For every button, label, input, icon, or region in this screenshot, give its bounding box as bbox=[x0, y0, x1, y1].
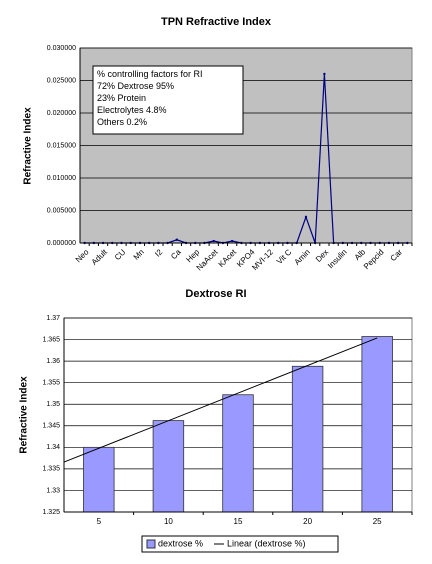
y-tick-label: 1.34 bbox=[46, 444, 60, 451]
x-tick-label: Car bbox=[389, 247, 405, 263]
data-point bbox=[175, 238, 179, 241]
y-tick-label: 1.365 bbox=[42, 336, 60, 343]
x-tick-label: Neo bbox=[74, 247, 91, 264]
y-tick-label: 1.335 bbox=[42, 466, 60, 473]
x-tick-label: Pepcid bbox=[362, 248, 386, 272]
y-tick-label: 1.35 bbox=[46, 401, 60, 408]
y-tick-label: 0.020000 bbox=[47, 110, 76, 117]
y-axis-title: Refractive Index bbox=[19, 376, 30, 454]
y-tick-label: 1.325 bbox=[42, 509, 60, 516]
x-tick-label: 5 bbox=[97, 517, 102, 526]
y-tick-label: 1.33 bbox=[46, 487, 60, 494]
y-tick-label: 0.000000 bbox=[47, 240, 76, 247]
y-tick-label: 1.345 bbox=[42, 423, 60, 430]
annotation-box bbox=[92, 65, 244, 135]
x-tick-label: Insulin bbox=[326, 248, 349, 271]
x-tick-label: 25 bbox=[373, 517, 382, 526]
trendline bbox=[63, 337, 378, 463]
data-point bbox=[230, 239, 234, 243]
x-tick-label: Vit C bbox=[275, 247, 294, 266]
y-tick-label: 0.005000 bbox=[47, 207, 76, 214]
x-tick-label: Adult bbox=[90, 247, 110, 267]
x-tick-label: I2 bbox=[153, 247, 164, 258]
bar bbox=[291, 365, 324, 513]
x-tick-label: NaAcet bbox=[195, 247, 220, 272]
y-tick-label: 0.025000 bbox=[47, 77, 76, 84]
y-tick-label: 0.015000 bbox=[47, 142, 76, 149]
annotation-text: 72% Dextrose 95% bbox=[97, 81, 174, 91]
chart-title: Dextrose RI bbox=[185, 288, 246, 300]
y-tick-label: 0.010000 bbox=[47, 175, 76, 182]
x-tick-label: Amin bbox=[293, 248, 312, 267]
x-tick-label: 10 bbox=[164, 517, 173, 526]
x-tick-label: Alb bbox=[353, 247, 368, 262]
x-tick-label: CU bbox=[113, 247, 128, 262]
y-axis-title: Refractive Index bbox=[23, 107, 34, 185]
data-point bbox=[212, 239, 215, 243]
bar bbox=[222, 394, 254, 513]
x-tick-label: 15 bbox=[234, 517, 243, 526]
x-tick-label: MVI-12 bbox=[250, 247, 275, 272]
x-tick-label: 20 bbox=[303, 517, 312, 526]
chart-title: TPN Refractive Index bbox=[161, 16, 272, 28]
y-tick-label: 1.355 bbox=[42, 380, 60, 387]
annotation-text: Electrolytes 4.8% bbox=[97, 105, 167, 115]
x-tick-label: Mn bbox=[132, 248, 146, 262]
legend-box bbox=[141, 535, 339, 553]
annotation-text: 23% Protein bbox=[97, 93, 146, 103]
annotation-text: % controlling factors for RI bbox=[97, 69, 203, 79]
legend-swatch bbox=[146, 539, 156, 549]
data-point bbox=[323, 72, 326, 76]
y-tick-label: 1.36 bbox=[46, 358, 60, 365]
x-tick-label: Ca bbox=[169, 247, 183, 261]
bar bbox=[152, 420, 185, 513]
legend-label: dextrose % bbox=[158, 538, 203, 548]
bar bbox=[361, 336, 393, 513]
y-tick-label: 1.37 bbox=[46, 315, 60, 322]
bar bbox=[83, 446, 115, 513]
data-point bbox=[304, 215, 308, 219]
legend-label: Linear (dextrose %) bbox=[227, 538, 306, 548]
y-tick-label: 0.030000 bbox=[47, 45, 76, 52]
x-tick-label: KAcet bbox=[217, 247, 239, 269]
annotation-text: Others 0.2% bbox=[97, 117, 147, 127]
